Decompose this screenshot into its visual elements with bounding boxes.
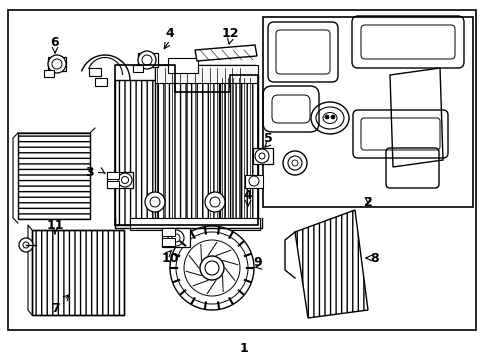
Bar: [162, 228, 175, 236]
Bar: [162, 238, 175, 246]
Circle shape: [118, 173, 132, 187]
Bar: [18, 133, 90, 219]
Text: 5: 5: [263, 131, 272, 144]
Bar: [263, 17, 472, 207]
Bar: [244, 175, 263, 188]
Circle shape: [287, 156, 302, 170]
Circle shape: [142, 55, 152, 65]
Circle shape: [183, 240, 240, 296]
Circle shape: [52, 59, 62, 69]
Circle shape: [150, 197, 160, 207]
Bar: [133, 65, 142, 72]
Text: 4: 4: [243, 189, 252, 202]
Polygon shape: [389, 68, 442, 167]
Bar: [32, 230, 124, 315]
Bar: [44, 70, 54, 77]
Bar: [252, 148, 272, 164]
Text: 9: 9: [253, 256, 262, 270]
Bar: [95, 78, 107, 86]
Circle shape: [170, 226, 253, 310]
Circle shape: [209, 197, 220, 207]
Circle shape: [168, 230, 183, 246]
Circle shape: [23, 242, 29, 248]
Text: 2: 2: [363, 195, 372, 208]
Circle shape: [291, 160, 297, 166]
Bar: [220, 75, 258, 223]
Text: 4: 4: [165, 27, 174, 40]
Bar: [8, 10, 475, 330]
Bar: [48, 57, 66, 71]
Circle shape: [204, 192, 224, 212]
Text: 12: 12: [221, 27, 238, 40]
Circle shape: [121, 176, 128, 184]
Bar: [89, 68, 101, 76]
Bar: [155, 65, 258, 83]
Polygon shape: [195, 45, 257, 61]
Circle shape: [259, 153, 264, 159]
Circle shape: [200, 256, 224, 280]
Circle shape: [248, 176, 259, 186]
Text: 7: 7: [51, 302, 59, 315]
Bar: [130, 218, 260, 230]
Bar: [107, 172, 133, 188]
Circle shape: [325, 115, 328, 119]
Text: 8: 8: [370, 252, 379, 265]
Circle shape: [172, 234, 180, 242]
Bar: [107, 181, 119, 188]
Text: 1: 1: [239, 342, 248, 355]
Text: 6: 6: [51, 36, 59, 49]
Bar: [162, 228, 190, 247]
Polygon shape: [294, 210, 367, 318]
Text: 3: 3: [85, 166, 94, 179]
Text: 11: 11: [46, 219, 63, 231]
Circle shape: [19, 238, 33, 252]
Bar: [155, 65, 254, 225]
Bar: [32, 230, 124, 315]
Circle shape: [254, 149, 268, 163]
Circle shape: [145, 192, 164, 212]
Circle shape: [138, 51, 156, 69]
Text: 10: 10: [161, 252, 179, 265]
Bar: [138, 53, 158, 67]
Bar: [115, 80, 175, 225]
Circle shape: [330, 115, 334, 119]
Bar: [107, 172, 119, 179]
Circle shape: [283, 151, 306, 175]
Circle shape: [204, 261, 219, 275]
Circle shape: [176, 232, 247, 304]
Bar: [168, 58, 198, 73]
Circle shape: [48, 55, 66, 73]
